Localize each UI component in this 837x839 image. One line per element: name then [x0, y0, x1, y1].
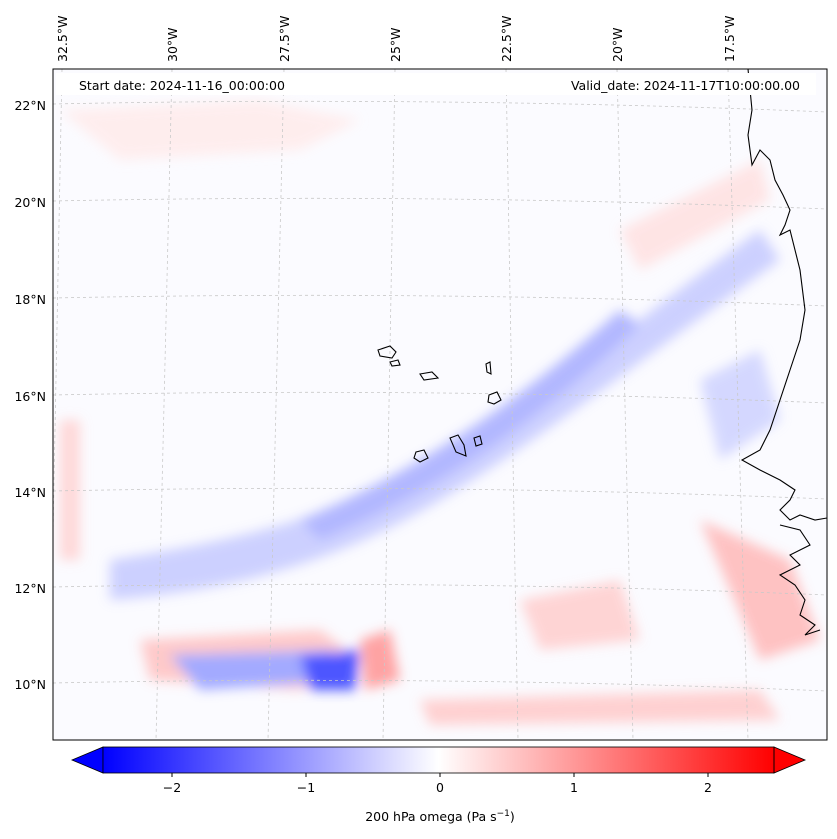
lon-label: 17.5°W	[722, 16, 737, 62]
lat-label: 14°N	[14, 485, 46, 500]
lon-label: 30°W	[165, 27, 180, 62]
longitude-labels: 32.5°W 30°W 27.5°W 25°W 22.5°W 20°W 17.5…	[55, 16, 737, 62]
lat-label: 20°N	[14, 195, 46, 210]
lat-label: 16°N	[14, 389, 46, 404]
colorbar-tick: 0	[436, 780, 444, 795]
colorbar-tick: −1	[297, 780, 315, 795]
lat-label: 22°N	[14, 98, 46, 113]
lon-label: 32.5°W	[55, 16, 70, 62]
cape-verde-islands	[377, 345, 502, 463]
gridlines	[53, 69, 827, 740]
map-frame	[52, 68, 828, 741]
lat-label: 18°N	[14, 292, 46, 307]
map-panel	[53, 69, 827, 740]
lon-label: 22.5°W	[499, 16, 514, 62]
omega-field	[60, 100, 820, 725]
colorbar-gradient	[103, 747, 774, 773]
header-box	[56, 73, 816, 95]
start-date-label: Start date: 2024-11-16_00:00:00	[79, 78, 285, 93]
colorbar-tick: 1	[570, 780, 578, 795]
lat-label: 12°N	[14, 581, 46, 596]
lat-label: 10°N	[14, 677, 46, 692]
colorbar: −2 −1 0 1 2 200 hPa omega (Pa s−1)	[70, 746, 807, 824]
valid-date-label: Valid_date: 2024-11-17T10:00:00.00	[571, 78, 800, 93]
map-background	[53, 69, 827, 740]
lon-label: 25°W	[388, 27, 403, 62]
colorbar-high-extend	[773, 746, 807, 774]
africa-coastline	[740, 69, 827, 521]
lon-label: 27.5°W	[277, 16, 292, 62]
colorbar-tick: −2	[163, 780, 181, 795]
colorbar-tick: 2	[704, 780, 712, 795]
colorbar-label: 200 hPa omega (Pa s−1)	[365, 809, 515, 824]
lon-label: 20°W	[610, 27, 625, 62]
colorbar-low-extend	[70, 746, 104, 774]
coastlines	[377, 69, 827, 636]
latitude-labels: 22°N 20°N 18°N 16°N 14°N 12°N 10°N	[14, 98, 46, 692]
